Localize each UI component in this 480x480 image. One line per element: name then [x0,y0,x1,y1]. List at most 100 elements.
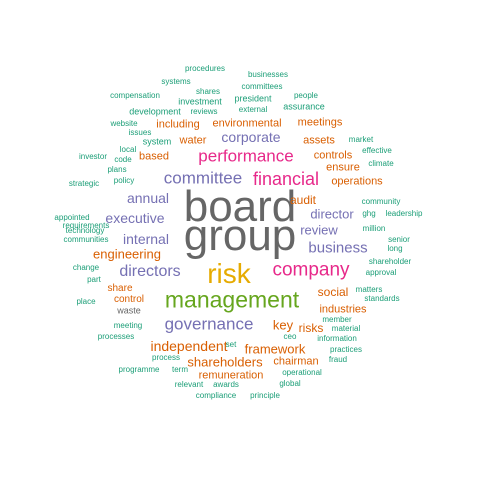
word-investor: investor [78,152,108,161]
word-effective: effective [362,146,392,155]
word-website: website [110,119,138,128]
word-remuneration: remuneration [198,369,264,382]
word-ensure: ensure [326,161,360,174]
word-directors: directors [119,263,181,280]
word-annual: annual [126,190,170,206]
word-member: member [322,315,352,324]
word-controls: controls [313,149,353,162]
word-risk: risk [207,258,251,289]
word-compensation: compensation [110,91,160,100]
word-financial: financial [252,169,320,189]
word-internal: internal [123,231,169,247]
word-corporate: corporate [221,129,281,145]
word-technology: technology [65,226,105,235]
word-plans: plans [107,165,127,174]
word-investment: investment [178,96,222,107]
word-water: water [179,134,207,147]
word-set: set [225,340,237,349]
word-reviews: reviews [190,107,218,116]
word-ceo: ceo [283,332,297,341]
word-leadership: leadership [385,209,423,218]
word-place: place [76,297,96,306]
word-appointed: appointed [54,213,90,222]
word-senior: senior [388,235,410,244]
word-chairman: chairman [273,355,319,368]
word-system: system [142,136,172,147]
word-environmental: environmental [212,117,282,130]
word-relevant: relevant [174,380,204,389]
word-social: social [317,285,349,299]
word-fraud: fraud [328,355,348,364]
word-systems: systems [161,77,191,86]
word-president: president [234,93,272,104]
word-process: process [151,353,181,362]
word-management: management [164,286,300,313]
word-control: control [113,294,145,305]
word-market: market [348,135,374,144]
word-including: including [156,118,200,131]
word-share: share [107,283,133,294]
word-change: change [72,263,100,272]
word-requirements: requirements [62,221,110,230]
word-waste: waste [117,305,141,316]
word-approval: approval [365,268,397,277]
word-executive: executive [105,210,165,226]
word-businesses: businesses [247,70,289,79]
word-audit: audit [289,193,317,207]
word-procedures: procedures [184,64,226,73]
word-director: director [310,206,354,222]
word-risks: risks [298,321,324,335]
word-million: million [362,224,386,233]
word-code: code [114,155,132,164]
word-company: company [272,259,350,281]
word-meetings: meetings [297,116,343,129]
word-communities: communities [63,235,109,244]
word-shareholder: shareholder [368,257,412,266]
word-practices: practices [329,345,363,354]
word-local: local [119,145,137,154]
word-strategic: strategic [68,179,100,188]
word-compliance: compliance [195,391,237,400]
word-industries: industries [319,303,367,316]
word-performance: performance [198,146,294,166]
word-key: key [272,317,294,333]
word-community: community [361,197,401,206]
word-business: business [308,239,368,257]
word-principle: principle [250,391,280,400]
word-matters: matters [355,285,383,294]
word-group: group [183,211,297,260]
word-committees: committees [241,82,283,91]
word-committee: committee [163,168,243,188]
word-policy: policy [113,176,135,185]
word-material: material [331,324,361,333]
word-processes: processes [97,332,135,341]
word-climate: climate [368,159,394,168]
word-engineering: engineering [93,246,161,262]
word-programme: programme [118,365,160,374]
word-governance: governance [164,314,254,334]
word-people: people [293,91,319,100]
word-issues: issues [128,128,152,137]
word-operations: operations [331,175,383,188]
word-shareholders: shareholders [187,354,263,370]
word-long: long [387,244,403,253]
word-assurance: assurance [283,101,325,112]
word-independent: independent [150,338,228,354]
word-term: term [172,365,188,374]
word-meeting: meeting [113,321,143,330]
word-ghg: ghg [362,209,376,218]
word-board: board [183,182,297,231]
word-based: based [139,150,169,163]
word-shares: shares [195,87,221,96]
word-external: external [238,105,268,114]
word-framework: framework [244,341,306,357]
word-operational: operational [282,368,322,377]
word-awards: awards [213,380,239,389]
word-review: review [300,222,338,238]
word-assets: assets [303,134,335,147]
word-part: part [87,275,101,284]
word-standards: standards [364,294,400,303]
word-information: information [317,334,357,343]
word-development: development [129,106,181,117]
